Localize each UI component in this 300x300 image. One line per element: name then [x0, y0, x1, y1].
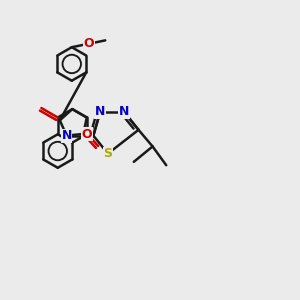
Text: S: S: [103, 147, 112, 160]
Text: O: O: [83, 37, 94, 50]
Text: N: N: [119, 105, 129, 118]
Text: N: N: [95, 105, 105, 118]
Text: O: O: [82, 128, 92, 141]
Text: N: N: [61, 129, 72, 142]
